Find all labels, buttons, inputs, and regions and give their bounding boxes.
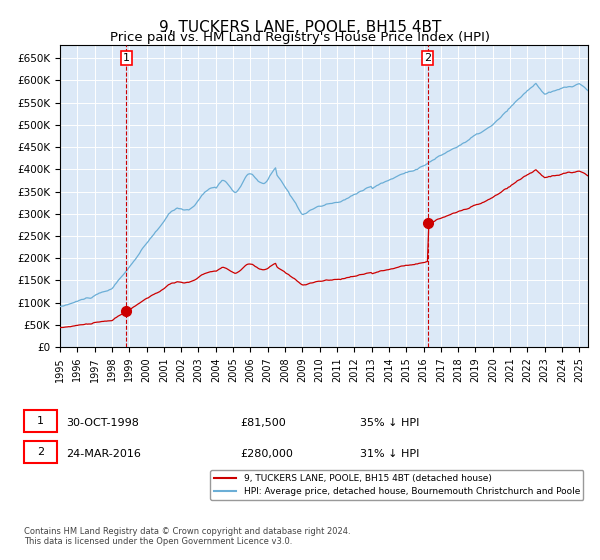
Text: 9, TUCKERS LANE, POOLE, BH15 4BT: 9, TUCKERS LANE, POOLE, BH15 4BT [159,20,441,35]
Text: 1: 1 [37,416,44,426]
FancyBboxPatch shape [24,410,57,432]
Text: Contains HM Land Registry data © Crown copyright and database right 2024.
This d: Contains HM Land Registry data © Crown c… [24,526,350,546]
Text: 2: 2 [424,53,431,63]
Legend: 9, TUCKERS LANE, POOLE, BH15 4BT (detached house), HPI: Average price, detached : 9, TUCKERS LANE, POOLE, BH15 4BT (detach… [210,470,583,500]
Text: £280,000: £280,000 [240,449,293,459]
Text: £81,500: £81,500 [240,418,286,428]
Text: 31% ↓ HPI: 31% ↓ HPI [360,449,419,459]
Text: 2: 2 [37,447,44,457]
Text: 30-OCT-1998: 30-OCT-1998 [66,418,139,428]
Text: 1: 1 [123,53,130,63]
FancyBboxPatch shape [24,441,57,463]
Text: 35% ↓ HPI: 35% ↓ HPI [360,418,419,428]
Text: 24-MAR-2016: 24-MAR-2016 [66,449,141,459]
Text: Price paid vs. HM Land Registry's House Price Index (HPI): Price paid vs. HM Land Registry's House … [110,31,490,44]
